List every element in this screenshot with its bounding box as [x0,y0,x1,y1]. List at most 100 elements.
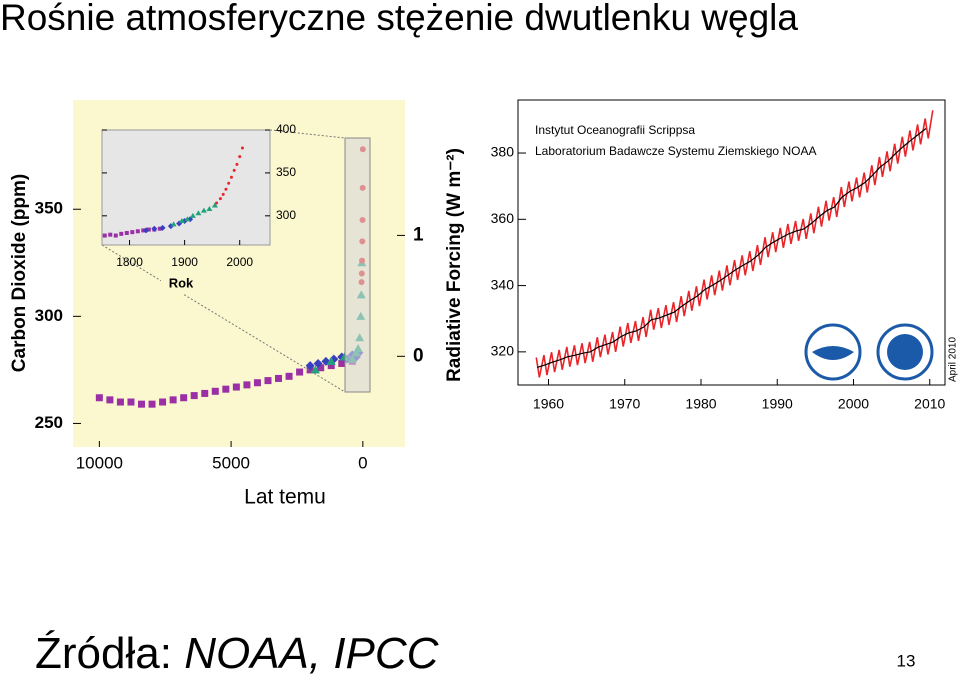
point [180,394,188,402]
zoom-indicator [101,129,371,393]
y-tick-label: 300 [276,208,296,222]
x-tick-label: 2010 [914,396,945,412]
point [184,216,191,222]
point [108,232,113,237]
point [159,224,166,231]
point [310,365,320,374]
point [235,162,239,166]
x-tick-label: 1900 [171,255,198,269]
point [211,202,218,208]
y-tick-label: 320 [491,343,515,359]
date-label: April 2010 [948,337,959,382]
point [243,381,251,389]
point [135,229,140,234]
x-tick-label: 10000 [76,453,123,472]
x-tick-label: 5000 [212,453,250,472]
y-tick-label: 340 [491,276,515,292]
x-tick-label: 0 [358,453,367,472]
x-label-box [161,274,201,294]
x-axis-label: Rok [169,275,194,290]
slide-title: Rośnie atmosferyczne stężenie dwutlenku … [0,0,798,38]
point [148,400,156,408]
x-axis-label: Lat temu [244,486,326,509]
y-tick-label: 400 [276,122,296,136]
x-tick-label: 1980 [685,396,716,412]
point [170,221,177,227]
page-number: 13 [897,651,916,670]
point [113,233,118,238]
point [232,168,236,172]
logos [804,323,934,381]
point [124,230,129,235]
x-tick-label: 2000 [838,396,869,412]
y2-tick-label: 1 [413,224,424,245]
y-tick-label: 350 [35,199,63,218]
x-tick-label: 1960 [533,396,564,412]
y2-tick-label: 0 [413,345,424,366]
point [296,368,304,376]
zoom-line [269,129,346,139]
point [221,192,225,196]
point [195,210,202,216]
x-tick-label: 1970 [609,396,640,412]
point [327,362,335,370]
point [116,398,124,406]
point [119,231,124,236]
point [127,398,135,406]
y-tick-label: 360 [491,210,515,226]
point [102,233,107,238]
plot-area [517,99,946,386]
series-line [535,110,934,378]
point [240,146,244,150]
point [313,358,323,368]
point [238,155,242,159]
sources-list: NOAA, IPCC [184,629,439,678]
series-line [536,128,927,369]
point [200,207,207,213]
point [159,398,167,406]
y-tick-label: 250 [35,413,63,432]
point [178,217,185,223]
point [232,383,240,391]
point [189,212,196,218]
point [285,372,293,380]
point [215,201,219,205]
point [190,392,198,400]
point [275,374,283,382]
point [130,230,135,235]
point [206,205,213,211]
point [151,225,158,232]
point [338,359,346,367]
y-tick-label: 380 [491,144,515,160]
point [157,226,162,231]
plot-area [101,129,271,246]
point [211,387,219,395]
point [222,385,230,393]
x-tick-label: 1800 [116,255,143,269]
point [201,389,209,397]
point [146,227,151,232]
y2-axis-label: Radiative Forcing (W m⁻²) [444,148,465,382]
point [253,379,261,387]
zoom-line [101,244,346,393]
y-tick-label: 350 [276,165,296,179]
y-tick-label: 300 [35,306,63,325]
point [305,361,315,371]
sources: Źródła: NOAA, IPCC [35,629,440,678]
point [106,396,114,404]
point [138,400,146,408]
annotation: Instytut Oceanografii Scrippsa [535,123,695,137]
x-tick-label: 2000 [226,255,253,269]
point [143,227,150,234]
point [95,394,103,402]
point [326,356,336,365]
point [229,175,233,179]
inset-chart: 300 350 400 1800 1900 2000 Rok [101,122,296,294]
logo-scripps-wave [812,346,854,360]
y-axis-label: Carbon Dioxide (ppm) [9,174,30,372]
point [218,197,222,201]
point [317,364,325,372]
